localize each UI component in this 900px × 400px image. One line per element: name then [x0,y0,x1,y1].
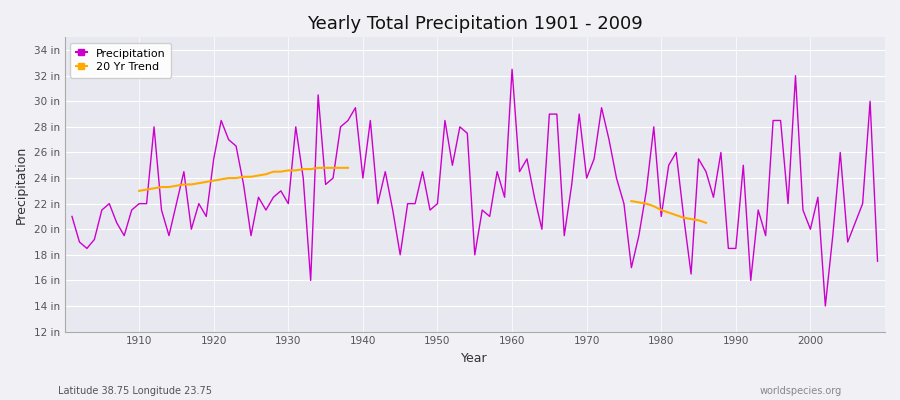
Legend: Precipitation, 20 Yr Trend: Precipitation, 20 Yr Trend [70,43,171,78]
X-axis label: Year: Year [462,352,488,365]
Text: worldspecies.org: worldspecies.org [760,386,842,396]
Text: Latitude 38.75 Longitude 23.75: Latitude 38.75 Longitude 23.75 [58,386,212,396]
Title: Yearly Total Precipitation 1901 - 2009: Yearly Total Precipitation 1901 - 2009 [307,15,643,33]
Y-axis label: Precipitation: Precipitation [15,145,28,224]
